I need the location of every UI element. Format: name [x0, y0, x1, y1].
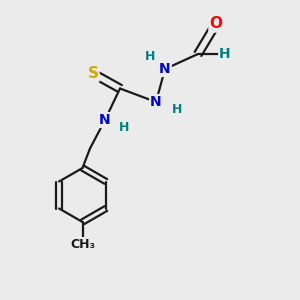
Text: N: N	[159, 62, 171, 76]
Text: N: N	[150, 95, 162, 109]
Text: O: O	[209, 16, 223, 32]
Text: N: N	[99, 113, 111, 127]
Text: H: H	[145, 50, 155, 64]
Text: CH₃: CH₃	[70, 238, 95, 251]
Text: H: H	[172, 103, 182, 116]
Text: S: S	[88, 66, 98, 81]
Text: H: H	[219, 47, 231, 61]
Text: H: H	[119, 121, 130, 134]
